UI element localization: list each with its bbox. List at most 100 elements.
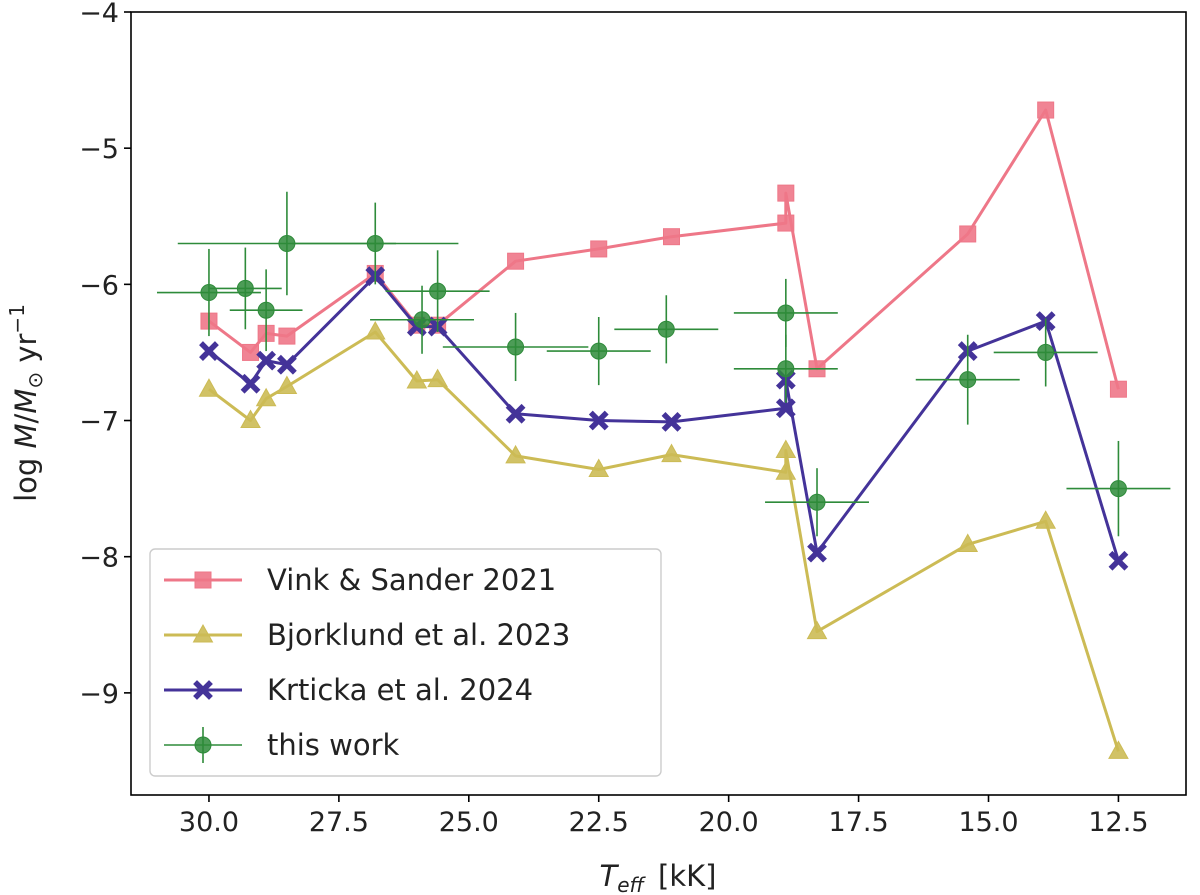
x-tick-label: 25.0 (439, 807, 499, 838)
legend-marker (194, 736, 212, 754)
x-marker-stroke (588, 410, 609, 431)
x-tick-label: 17.5 (829, 807, 889, 838)
x-tick-label: 27.5 (309, 807, 369, 838)
data-point (777, 214, 795, 232)
data-point (364, 320, 386, 340)
data-point (806, 620, 828, 640)
data-point (777, 304, 795, 322)
data-point (590, 342, 608, 360)
data-point (255, 387, 277, 407)
y-tick-label: −7 (79, 407, 119, 438)
data-point (1109, 380, 1127, 398)
y-tick-label: −5 (79, 134, 119, 165)
x-tick-label: 30.0 (179, 807, 239, 838)
data-point (777, 184, 795, 202)
data-point (366, 234, 384, 252)
data-point (1037, 101, 1055, 119)
legend: Vink & Sander 2021 Bjorklund et al. 2023 K… (149, 548, 662, 777)
data-point (413, 311, 431, 329)
data-point (661, 411, 682, 432)
data-point (957, 533, 979, 552)
axes-frame (130, 11, 1187, 796)
data-point (657, 320, 675, 338)
data-point (807, 542, 827, 563)
y-tick-label: −4 (79, 0, 119, 29)
data-series (156, 101, 1171, 759)
data-point (777, 360, 795, 378)
data-point (198, 378, 220, 397)
data-point (661, 443, 682, 463)
x-tick-label: 22.5 (569, 807, 629, 838)
legend-label: Bjorklund et al. 2023 (267, 618, 570, 652)
data-point (200, 284, 218, 302)
x-tick-label: 12.5 (1088, 807, 1148, 838)
data-point (429, 282, 447, 300)
series-this-work (156, 191, 1171, 537)
x-marker-stroke (199, 341, 219, 361)
y-tick-label: −6 (79, 270, 119, 301)
data-point (959, 371, 977, 389)
y-tick-label: −9 (79, 679, 119, 710)
x-marker-stroke (1108, 550, 1129, 571)
data-point (775, 439, 797, 458)
x-marker-stroke (775, 398, 796, 419)
legend-item-bjorklund-et-al-2023: Bjorklund et al. 2023 (164, 618, 570, 652)
x-marker-stroke (661, 411, 682, 432)
legend-item-vink-sander-2021: Vink & Sander 2021 (164, 563, 556, 597)
legend-label: Vink & Sander 2021 (267, 563, 556, 597)
series-line (208, 108, 1120, 390)
data-point (1037, 343, 1055, 361)
data-point (1108, 740, 1129, 759)
data-point (588, 458, 610, 478)
data-point (507, 338, 525, 356)
y-tick-label: −8 (79, 543, 119, 574)
legend-marker (192, 623, 214, 643)
data-point (427, 368, 448, 388)
x-tick-label: 15.0 (958, 807, 1018, 838)
data-point (242, 343, 260, 361)
data-point (278, 327, 296, 345)
legend-item-this-work: this work (164, 727, 400, 763)
legend-item-krticka-et-al-2024: Krticka et al. 2024 (164, 673, 533, 707)
data-point (505, 444, 526, 464)
data-point (406, 370, 428, 389)
data-point (775, 461, 797, 480)
data-point (1109, 480, 1127, 498)
data-point (199, 341, 219, 361)
axis-ticks: 30.0 27.5 25.0 22.5 20.0 17.5 15.0 12.5 −4 −5 −6 −7… (79, 0, 1148, 838)
data-point (959, 225, 977, 243)
data-point (276, 375, 298, 394)
x-marker-stroke (193, 680, 213, 700)
data-point (240, 373, 261, 394)
x-marker-stroke (505, 403, 526, 424)
x-marker-stroke (240, 373, 261, 394)
series-line (208, 274, 1120, 562)
legend-marker (194, 571, 212, 589)
x-axis-label: Teff [kK] (600, 859, 717, 895)
data-point (1035, 510, 1057, 529)
series-krticka-et-al-2024 (199, 266, 1129, 571)
data-point (1108, 550, 1129, 571)
series-line (208, 330, 1120, 752)
legend-box (149, 548, 662, 777)
data-point (808, 493, 826, 511)
data-point (257, 301, 275, 319)
data-point (590, 240, 608, 258)
data-point (505, 403, 526, 424)
data-point (236, 279, 254, 297)
legend-marker (193, 680, 213, 700)
x-marker-stroke (807, 542, 827, 563)
data-point (240, 409, 261, 429)
x-tick-label: 20.0 (699, 807, 759, 838)
data-point (662, 228, 680, 246)
data-point (588, 410, 609, 431)
legend-label: Krticka et al. 2024 (267, 673, 533, 707)
x-marker-stroke (256, 350, 277, 371)
legend-label: this work (267, 728, 400, 762)
y-axis-label: log M/M⊙ yr−1 (5, 304, 47, 502)
data-point (775, 398, 796, 419)
data-point (256, 350, 277, 371)
data-point (507, 252, 525, 270)
data-point (277, 354, 297, 375)
